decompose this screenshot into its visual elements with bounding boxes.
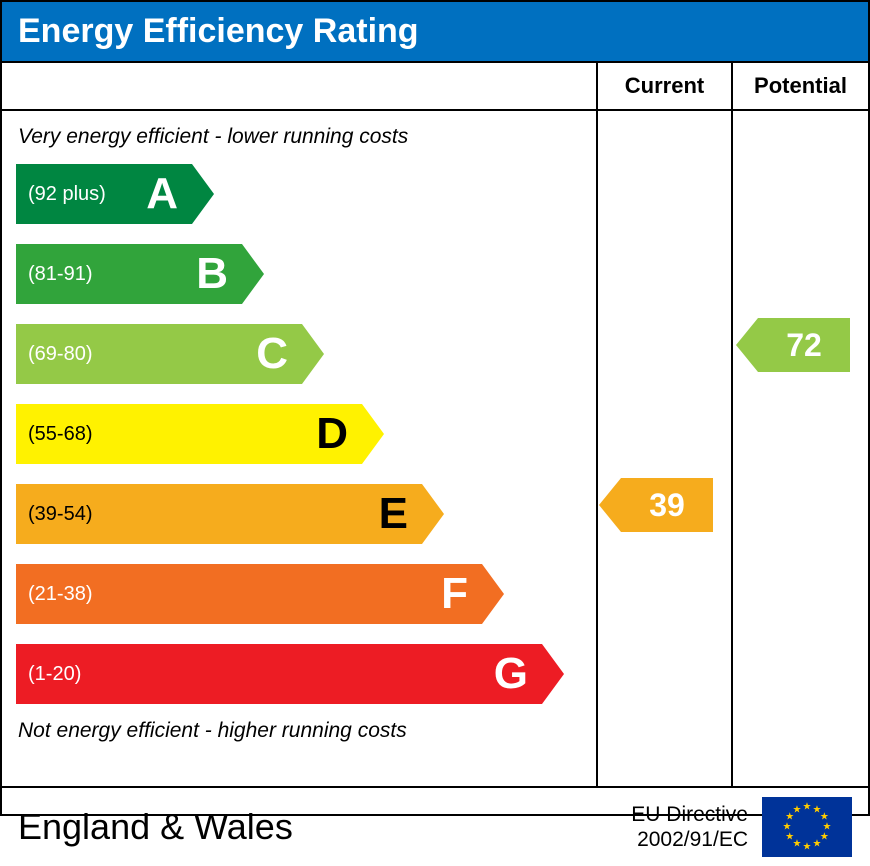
- chart-title: Energy Efficiency Rating: [2, 2, 868, 63]
- band-range-a: (92 plus): [16, 183, 140, 206]
- band-letter-g: G: [488, 649, 542, 699]
- band-row-b: (81-91)B: [16, 237, 582, 311]
- footer-right: EU Directive 2002/91/EC ★★★★★★★★★★★★: [631, 797, 852, 857]
- footer-directive: EU Directive 2002/91/EC: [631, 802, 748, 852]
- band-row-d: (55-68)D: [16, 397, 582, 471]
- band-letter-f: F: [435, 569, 482, 619]
- band-range-e: (39-54): [16, 503, 373, 526]
- caption-top: Very energy efficient - lower running co…: [18, 125, 582, 149]
- band-bar-e: (39-54)E: [16, 484, 422, 544]
- band-letter-d: D: [310, 409, 362, 459]
- potential-column: 72: [733, 111, 868, 786]
- current-marker: 39: [621, 478, 713, 532]
- band-bar-g: (1-20)G: [16, 644, 542, 704]
- band-letter-c: C: [250, 329, 302, 379]
- band-bar-d: (55-68)D: [16, 404, 362, 464]
- band-arrow-g: [542, 644, 564, 704]
- eu-star: ★: [813, 839, 822, 850]
- band-range-c: (69-80): [16, 343, 250, 366]
- eu-star: ★: [803, 802, 812, 813]
- eu-star: ★: [803, 842, 812, 853]
- band-arrow-b: [242, 244, 264, 304]
- eu-star: ★: [783, 822, 792, 833]
- band-arrow-c: [302, 324, 324, 384]
- eu-flag-icon: ★★★★★★★★★★★★: [762, 797, 852, 857]
- band-arrow-f: [482, 564, 504, 624]
- directive-line1: EU Directive: [631, 803, 748, 826]
- directive-line2: 2002/91/EC: [637, 828, 748, 851]
- column-headers: Current Potential: [2, 63, 868, 111]
- band-range-d: (55-68): [16, 423, 310, 446]
- footer-region: England & Wales: [18, 806, 293, 848]
- band-range-f: (21-38): [16, 583, 435, 606]
- header-current: Current: [598, 63, 733, 109]
- band-bar-c: (69-80)C: [16, 324, 302, 384]
- header-potential: Potential: [733, 63, 868, 109]
- eu-star: ★: [785, 832, 794, 843]
- band-range-b: (81-91): [16, 263, 190, 286]
- caption-bottom: Not energy efficient - higher running co…: [18, 719, 582, 743]
- potential-marker: 72: [758, 318, 850, 372]
- band-letter-e: E: [373, 489, 422, 539]
- band-list: (92 plus)A (81-91)B (69-80)C (55-68)D (39-54…: [16, 157, 582, 711]
- footer: England & Wales EU Directive 2002/91/EC …: [2, 786, 868, 866]
- band-range-g: (1-20): [16, 663, 488, 686]
- eu-star: ★: [793, 804, 802, 815]
- band-row-g: (1-20)G: [16, 637, 582, 711]
- current-column: 39: [598, 111, 733, 786]
- band-arrow-a: [192, 164, 214, 224]
- band-bar-a: (92 plus)A: [16, 164, 192, 224]
- band-row-c: (69-80)C: [16, 317, 582, 391]
- main-grid: Very energy efficient - lower running co…: [2, 111, 868, 786]
- bands-area: Very energy efficient - lower running co…: [2, 111, 598, 786]
- band-arrow-e: [422, 484, 444, 544]
- band-letter-b: B: [190, 249, 242, 299]
- band-arrow-d: [362, 404, 384, 464]
- epc-chart: Energy Efficiency Rating Current Potenti…: [0, 0, 870, 816]
- band-row-a: (92 plus)A: [16, 157, 582, 231]
- band-letter-a: A: [140, 169, 192, 219]
- band-bar-f: (21-38)F: [16, 564, 482, 624]
- band-row-e: (39-54)E: [16, 477, 582, 551]
- header-spacer: [2, 63, 598, 109]
- band-bar-b: (81-91)B: [16, 244, 242, 304]
- band-row-f: (21-38)F: [16, 557, 582, 631]
